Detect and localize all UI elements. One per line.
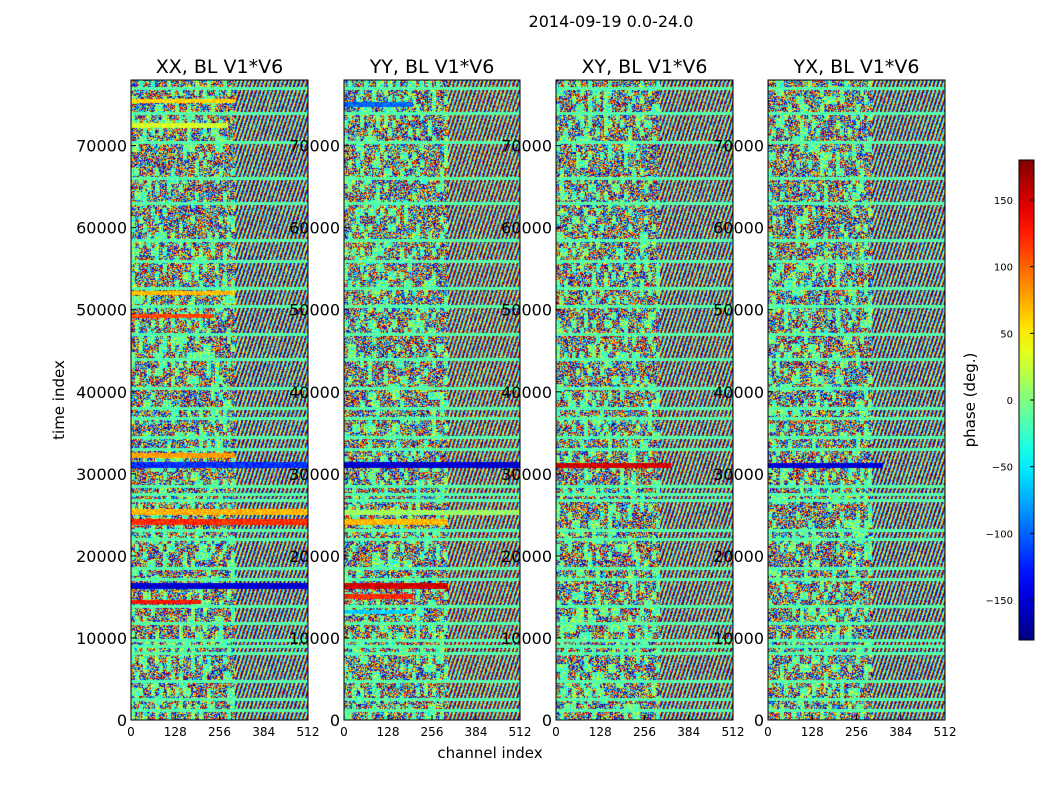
phase-heatmap-image [556, 80, 733, 720]
y-tick-label: 40000 [76, 383, 127, 402]
y-tick-label: 0 [542, 711, 552, 730]
x-tick-label: 256 [845, 725, 868, 739]
panel-title: XY, BL V1*V6 [581, 56, 707, 78]
x-tick-label: 128 [589, 725, 612, 739]
x-tick-label: 512 [297, 725, 320, 739]
phase-heatmap-image [344, 80, 520, 720]
y-tick-label: 30000 [713, 465, 764, 484]
y-tick-label: 30000 [289, 465, 340, 484]
colorbar-tick-label: 100 [994, 263, 1013, 274]
y-tick-label: 60000 [289, 219, 340, 238]
phase-heatmap-image [131, 80, 308, 720]
y-tick-label: 20000 [289, 547, 340, 566]
y-tick-label: 70000 [713, 137, 764, 156]
x-tick-label: 384 [889, 725, 912, 739]
y-tick-label: 70000 [76, 137, 127, 156]
x-tick-label: 384 [465, 725, 488, 739]
x-tick-label: 128 [377, 725, 400, 739]
x-tick-label: 256 [633, 725, 656, 739]
colorbar-tick-label: −50 [992, 463, 1013, 474]
y-tick-label: 30000 [76, 465, 127, 484]
x-tick-label: 128 [164, 725, 187, 739]
y-tick-label: 70000 [289, 137, 340, 156]
x-tick-label: 0 [552, 725, 560, 739]
panel-2: YY, BL V1*V6 0 128 256 384 512 0 10000 20000 3000… [289, 56, 543, 762]
y-tick-label: 40000 [289, 383, 340, 402]
y-axis-label: time index [50, 360, 68, 440]
x-tick-label: 512 [509, 725, 532, 739]
panel-title: YY, BL V1*V6 [369, 56, 495, 78]
x-tick-label: 0 [764, 725, 772, 739]
x-tick-label: 256 [208, 725, 231, 739]
phase-heatmap-image [768, 80, 945, 720]
x-tick-label: 384 [252, 725, 275, 739]
colorbar-label: phase (deg.) [961, 353, 979, 448]
y-tick-label: 10000 [501, 629, 552, 648]
y-tick-label: 50000 [713, 301, 764, 320]
panel-title: YX, BL V1*V6 [792, 56, 919, 78]
figure-title: 2014-09-19 0.0-24.0 [528, 12, 694, 31]
y-tick-label: 60000 [501, 219, 552, 238]
y-tick-label: 50000 [289, 301, 340, 320]
y-tick-label: 10000 [289, 629, 340, 648]
y-tick-label: 70000 [501, 137, 552, 156]
x-tick-label: 384 [677, 725, 700, 739]
y-tick-label: 0 [117, 711, 127, 730]
y-tick-label: 40000 [501, 383, 552, 402]
y-tick-label: 0 [330, 711, 340, 730]
panel-title: XX, BL V1*V6 [156, 56, 283, 78]
panel-4: YX, BL V1*V6 0 128 256 384 512 0 10000 20000 3000… [713, 56, 956, 739]
colorbar-tick-label: 150 [994, 196, 1013, 207]
y-tick-label: 20000 [501, 547, 552, 566]
panel-1: XX, BL V1*V6 0 128 256 384 512 0 10000 20000 3000… [50, 56, 319, 739]
y-tick-label: 50000 [76, 301, 127, 320]
y-tick-label: 10000 [713, 629, 764, 648]
x-tick-label: 512 [934, 725, 957, 739]
x-tick-label: 0 [340, 725, 348, 739]
colorbar-tick-label: 50 [1000, 329, 1013, 340]
x-tick-label: 128 [801, 725, 824, 739]
y-tick-label: 60000 [76, 219, 127, 238]
colorbar: 150 100 50 0 −50 −100 −150 phase (deg.) [961, 159, 1035, 641]
colorbar-tick-label: −150 [986, 596, 1013, 607]
y-tick-label: 20000 [713, 547, 764, 566]
y-tick-label: 30000 [501, 465, 552, 484]
x-tick-label: 0 [127, 725, 135, 739]
x-tick-label: 512 [722, 725, 745, 739]
y-tick-label: 50000 [501, 301, 552, 320]
panel-3: XY, BL V1*V6 0 128 256 384 512 0 10000 20000 3000… [501, 56, 744, 739]
y-tick-label: 20000 [76, 547, 127, 566]
colorbar-tick-label: 0 [1007, 396, 1013, 407]
y-tick-label: 60000 [713, 219, 764, 238]
y-tick-label: 10000 [76, 629, 127, 648]
colorbar-tick-label: −100 [986, 529, 1013, 540]
x-axis-label: channel index [437, 744, 542, 762]
x-tick-label: 256 [421, 725, 444, 739]
y-tick-label: 40000 [713, 383, 764, 402]
y-tick-label: 0 [754, 711, 764, 730]
